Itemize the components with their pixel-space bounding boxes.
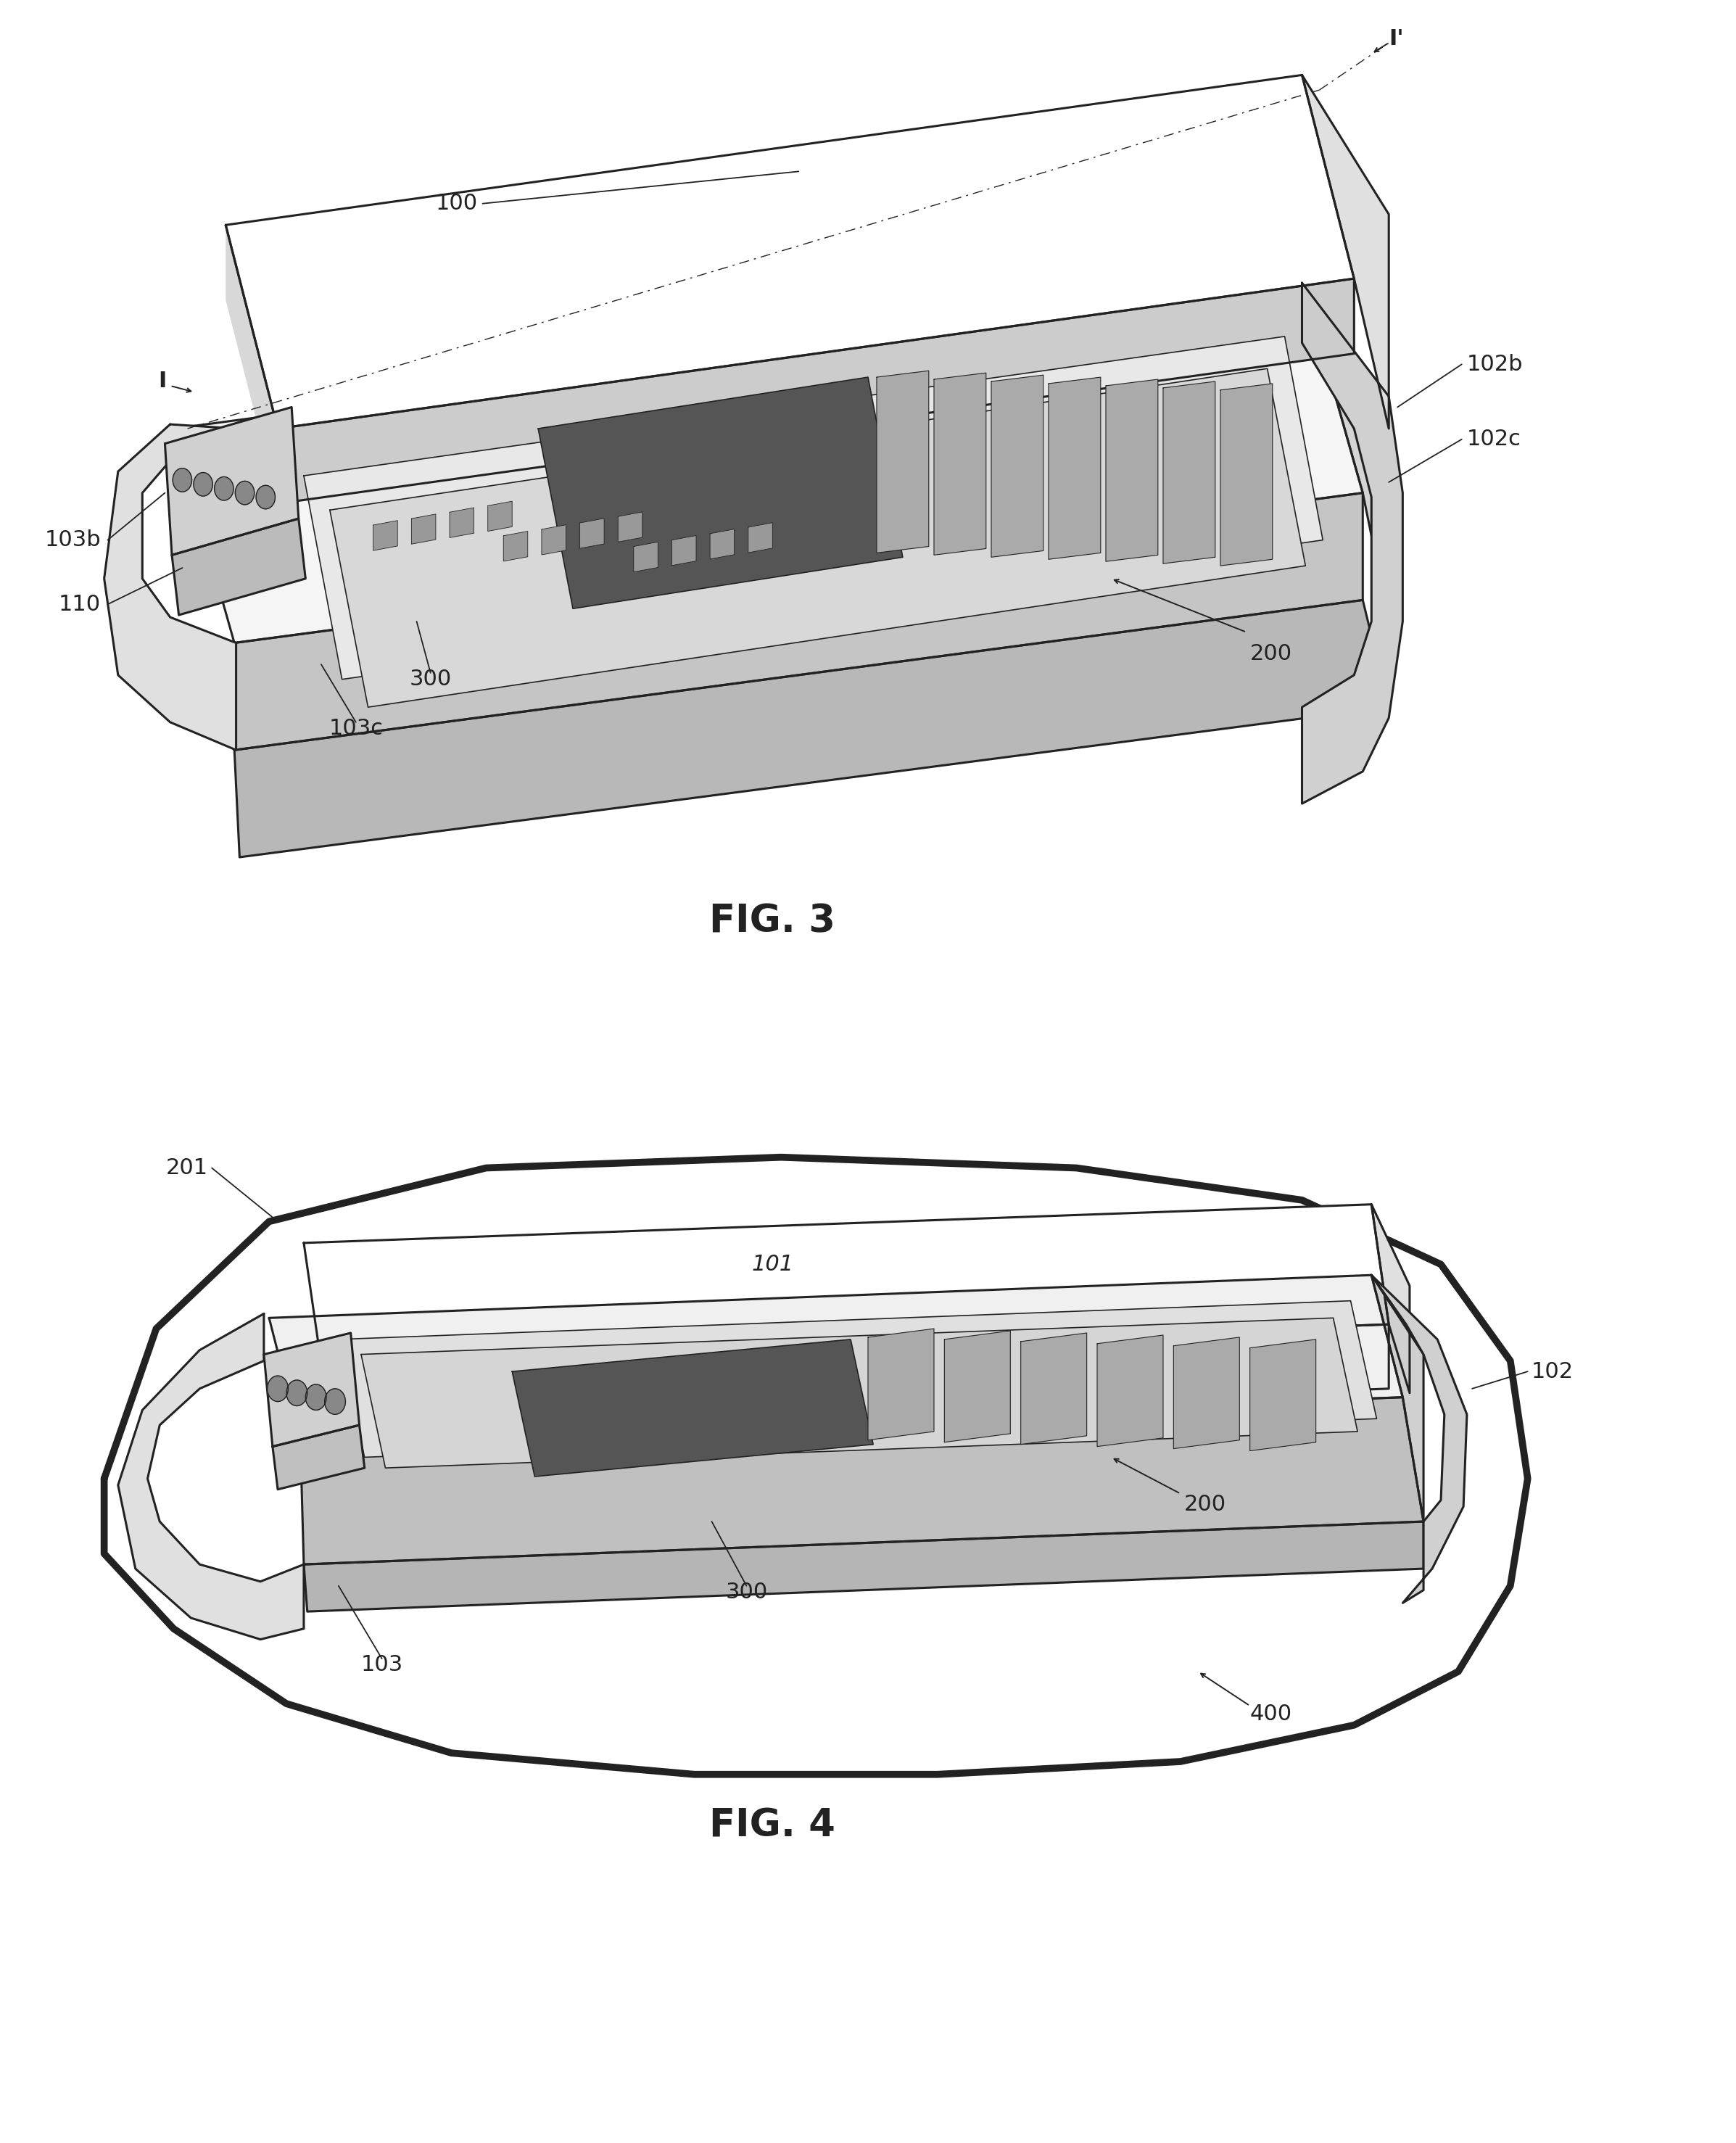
Circle shape — [257, 486, 274, 510]
Polygon shape — [269, 1275, 1403, 1440]
Text: 400: 400 — [1250, 1704, 1292, 1725]
Polygon shape — [580, 519, 604, 549]
Text: I: I — [158, 371, 167, 392]
Text: 200: 200 — [1184, 1494, 1226, 1515]
Polygon shape — [411, 514, 436, 544]
Polygon shape — [1174, 1337, 1240, 1449]
Circle shape — [267, 1376, 288, 1402]
Polygon shape — [226, 75, 1354, 429]
Text: 102b: 102b — [1467, 354, 1522, 375]
Polygon shape — [234, 600, 1389, 857]
Polygon shape — [1302, 279, 1389, 621]
Text: 110: 110 — [59, 594, 101, 615]
Polygon shape — [165, 407, 299, 555]
Polygon shape — [361, 1318, 1358, 1468]
Polygon shape — [1106, 379, 1158, 561]
Polygon shape — [1371, 1204, 1410, 1393]
Text: 103b: 103b — [45, 529, 101, 551]
Polygon shape — [104, 424, 236, 750]
Polygon shape — [934, 373, 986, 555]
Polygon shape — [318, 1324, 1389, 1427]
Polygon shape — [278, 279, 1354, 504]
Circle shape — [193, 474, 212, 497]
Text: 201: 201 — [167, 1157, 208, 1179]
Polygon shape — [264, 1333, 359, 1447]
Polygon shape — [373, 521, 398, 551]
Polygon shape — [330, 369, 1305, 707]
Text: 102c: 102c — [1467, 429, 1521, 450]
Polygon shape — [748, 523, 773, 553]
Polygon shape — [1371, 1275, 1424, 1522]
Polygon shape — [1097, 1335, 1163, 1447]
Polygon shape — [1371, 1275, 1467, 1603]
Text: 200: 200 — [1250, 643, 1292, 664]
Text: FIG. 4: FIG. 4 — [710, 1807, 835, 1845]
Polygon shape — [1302, 283, 1403, 804]
Polygon shape — [118, 1314, 304, 1639]
Polygon shape — [542, 525, 566, 555]
Circle shape — [236, 482, 253, 506]
Polygon shape — [710, 529, 734, 559]
Polygon shape — [273, 1425, 365, 1489]
Circle shape — [172, 469, 191, 493]
Polygon shape — [538, 377, 903, 609]
Text: 300: 300 — [410, 669, 451, 690]
Polygon shape — [634, 542, 658, 572]
Polygon shape — [868, 1329, 934, 1440]
Polygon shape — [304, 1204, 1389, 1363]
Circle shape — [306, 1384, 326, 1410]
Polygon shape — [944, 1331, 1010, 1442]
Polygon shape — [618, 512, 642, 542]
Text: I': I' — [1389, 28, 1404, 49]
Polygon shape — [304, 1522, 1424, 1612]
Circle shape — [325, 1389, 345, 1414]
Text: 100: 100 — [436, 193, 477, 214]
Polygon shape — [1220, 384, 1272, 566]
Circle shape — [215, 478, 233, 501]
Polygon shape — [304, 336, 1323, 679]
Polygon shape — [300, 1397, 1424, 1564]
Polygon shape — [991, 375, 1043, 557]
Polygon shape — [450, 508, 474, 538]
Polygon shape — [1021, 1333, 1087, 1444]
Text: 102: 102 — [1531, 1361, 1573, 1382]
Polygon shape — [172, 519, 306, 615]
Polygon shape — [1163, 381, 1215, 564]
Circle shape — [286, 1380, 307, 1406]
Text: 103c: 103c — [328, 718, 384, 739]
Text: 103: 103 — [361, 1654, 403, 1676]
Polygon shape — [1302, 75, 1389, 429]
Text: FIG. 3: FIG. 3 — [710, 902, 835, 941]
Polygon shape — [877, 371, 929, 553]
Polygon shape — [174, 279, 1363, 643]
Polygon shape — [339, 1301, 1377, 1457]
Polygon shape — [512, 1339, 873, 1477]
Polygon shape — [226, 225, 278, 504]
Polygon shape — [1049, 377, 1101, 559]
Polygon shape — [503, 531, 528, 561]
Polygon shape — [234, 493, 1363, 750]
Polygon shape — [1250, 1339, 1316, 1451]
Text: 300: 300 — [726, 1582, 767, 1603]
Polygon shape — [488, 501, 512, 531]
Text: 101: 101 — [752, 1254, 793, 1275]
Polygon shape — [104, 1157, 1528, 1774]
Polygon shape — [672, 536, 696, 566]
